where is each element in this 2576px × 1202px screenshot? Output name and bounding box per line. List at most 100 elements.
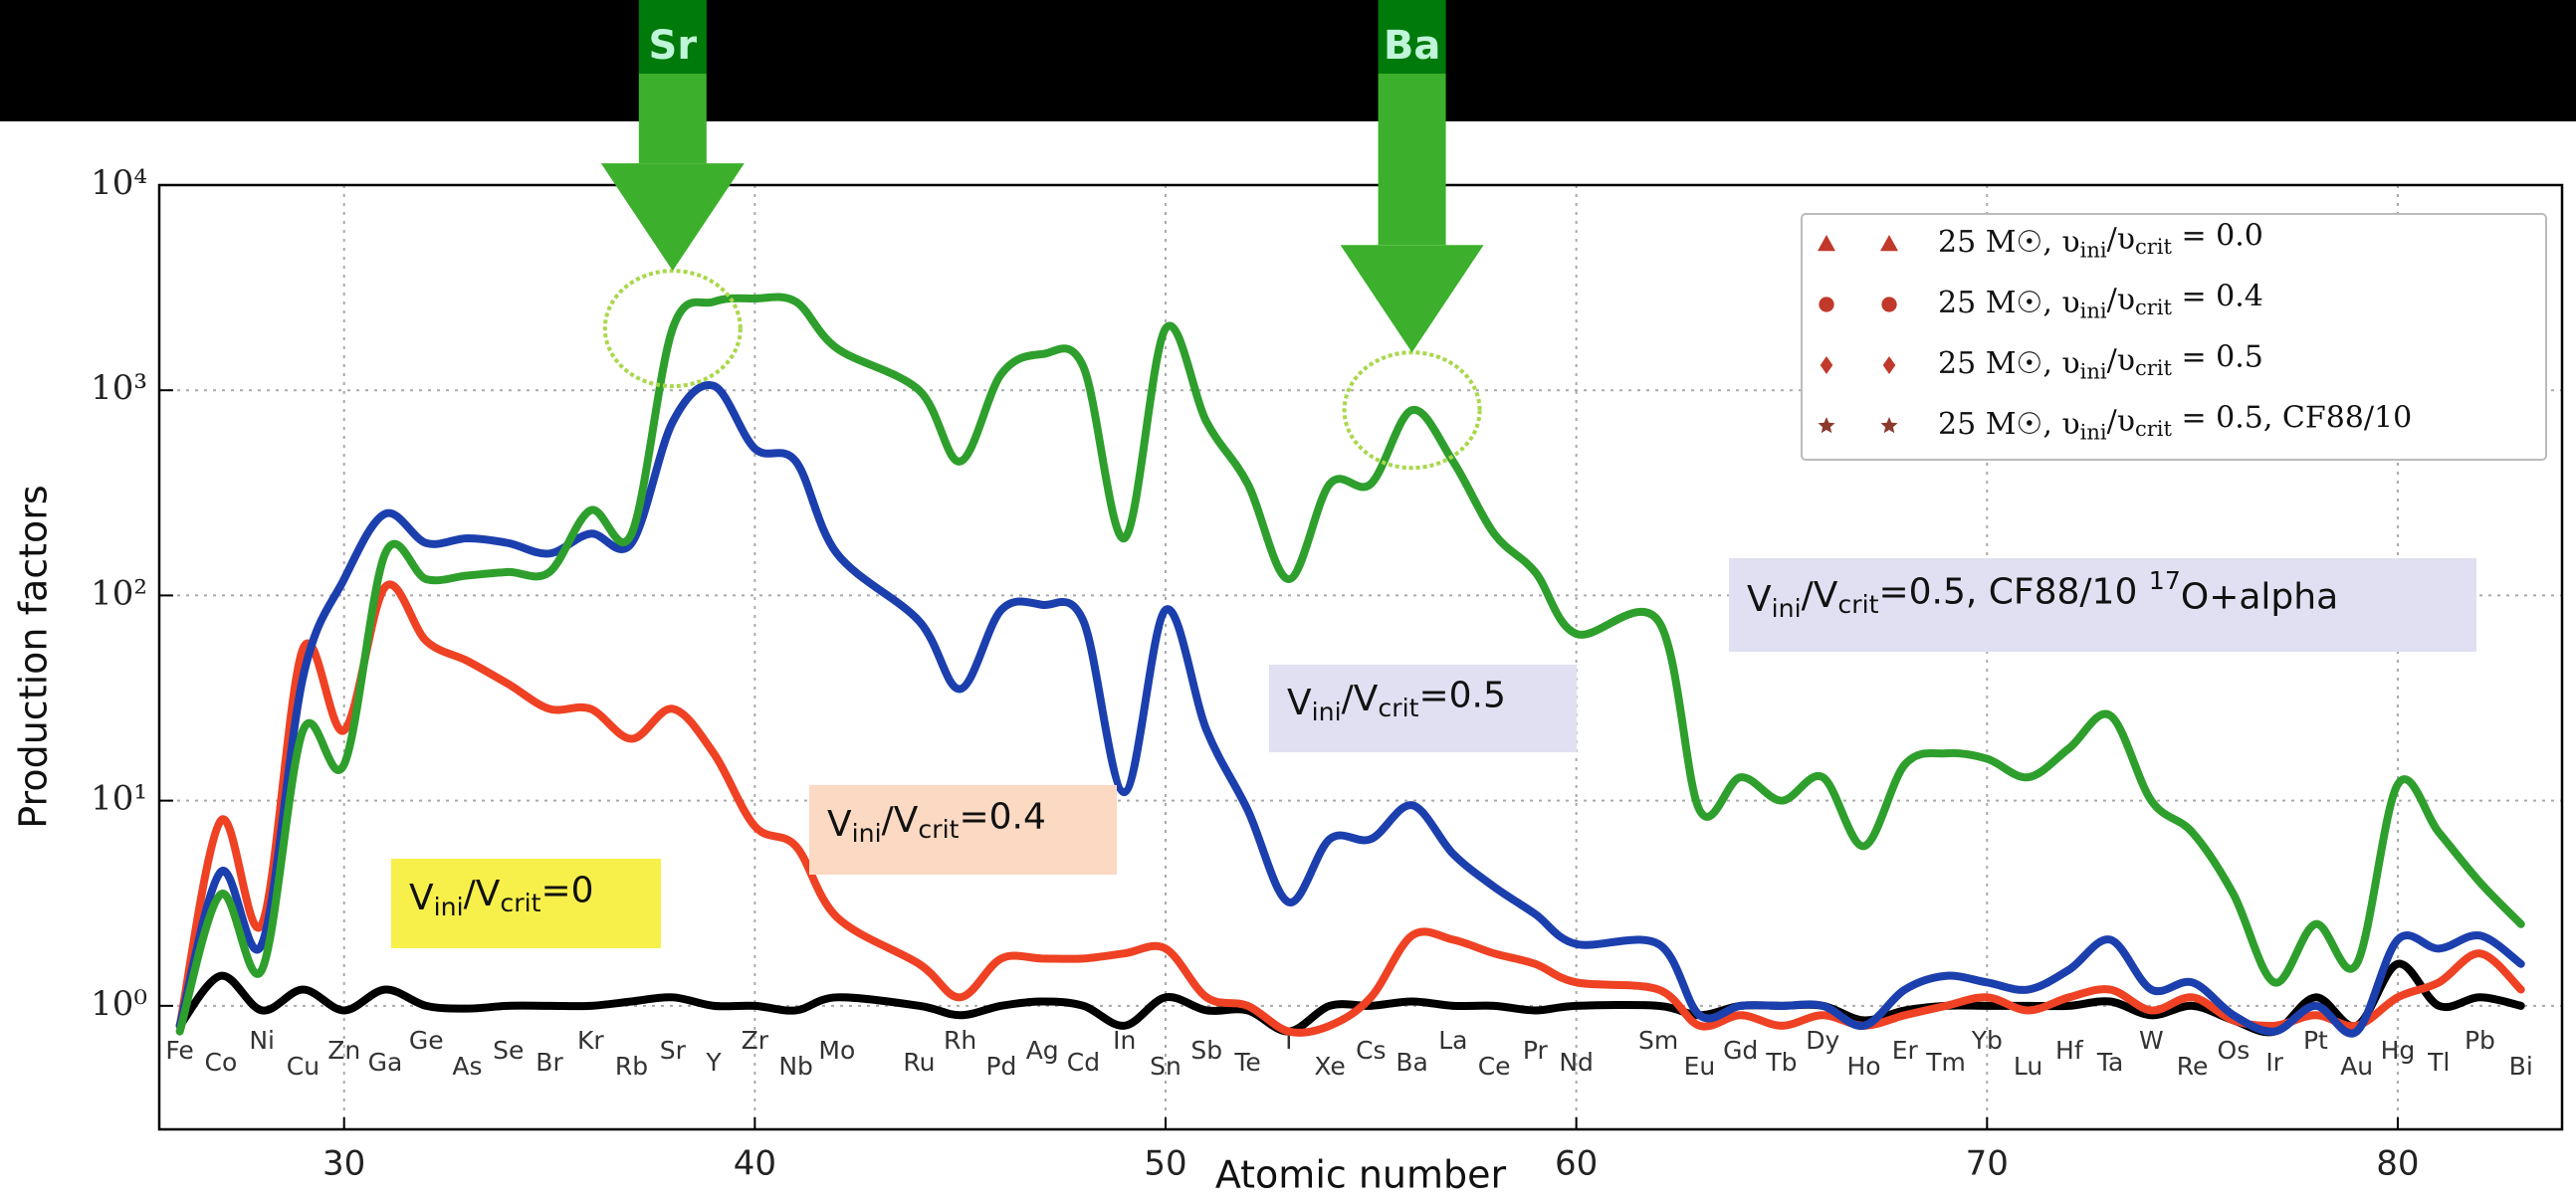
legend-marker bbox=[1882, 356, 1896, 374]
legend-label: 25 M☉, υini/υcrit = 0.5, CF88/10 bbox=[1938, 401, 2412, 444]
element-label: W bbox=[2139, 1026, 2164, 1055]
annotation-text: Vini/Vcrit=0.5, CF88/10 17O+alpha bbox=[1747, 566, 2338, 623]
element-label: Rh bbox=[944, 1026, 976, 1055]
element-label: Fe bbox=[165, 1036, 193, 1065]
x-tick-label: 50 bbox=[1144, 1144, 1186, 1184]
legend-label: 25 M☉, υini/υcrit = 0.5 bbox=[1938, 340, 2263, 383]
element-label: Yb bbox=[1971, 1026, 2003, 1055]
annotation-text: Vini/Vcrit=0 bbox=[409, 870, 594, 920]
element-label: Ni bbox=[249, 1026, 275, 1055]
y-tick-label: 10⁴ bbox=[91, 163, 147, 203]
element-label: Sr bbox=[660, 1036, 687, 1065]
arrow-shaft bbox=[638, 74, 707, 164]
annotation-text: Vini/Vcrit=0.4 bbox=[827, 796, 1046, 847]
element-label: Zr bbox=[742, 1026, 769, 1055]
element-label: Ba bbox=[1395, 1048, 1427, 1077]
element-label: La bbox=[1438, 1026, 1467, 1055]
annotation-text: Vini/Vcrit=0.5 bbox=[1287, 675, 1506, 725]
element-label: Se bbox=[493, 1036, 524, 1065]
element-label: Sm bbox=[1638, 1026, 1678, 1055]
element-label: In bbox=[1113, 1026, 1136, 1055]
element-label: Au bbox=[2340, 1052, 2373, 1081]
element-label: Os bbox=[2218, 1036, 2251, 1065]
y-tick-label: 10⁰ bbox=[91, 984, 147, 1024]
element-label: Sb bbox=[1190, 1036, 1222, 1065]
element-label: Zn bbox=[327, 1036, 360, 1065]
element-label: Dy bbox=[1806, 1026, 1839, 1055]
element-label: Ta bbox=[2096, 1048, 2123, 1077]
element-label: Hg bbox=[2381, 1036, 2416, 1065]
y-tick-label: 10¹ bbox=[91, 779, 147, 819]
annotation-box bbox=[391, 859, 661, 948]
element-label: Re bbox=[2177, 1052, 2209, 1081]
element-label: Tb bbox=[1765, 1048, 1797, 1077]
plot-frame bbox=[157, 183, 2564, 1131]
x-tick-label: 70 bbox=[1966, 1144, 2009, 1184]
element-label: Ge bbox=[409, 1026, 444, 1055]
element-label: Nd bbox=[1559, 1048, 1594, 1077]
element-label: Te bbox=[1233, 1048, 1260, 1077]
legend-marker bbox=[1818, 417, 1835, 434]
x-axis-label: Atomic number bbox=[1215, 1153, 1507, 1197]
element-label: Er bbox=[1892, 1036, 1919, 1065]
element-label: Cu bbox=[287, 1052, 320, 1081]
element-label: Co bbox=[205, 1048, 238, 1077]
element-label: Y bbox=[705, 1048, 722, 1077]
x-tick-label: 40 bbox=[734, 1144, 776, 1184]
annotation-box bbox=[1269, 665, 1577, 752]
series-line bbox=[175, 293, 2525, 1036]
arrow-label-box bbox=[1378, 0, 1446, 74]
x-tick-label: 80 bbox=[2376, 1144, 2419, 1184]
element-label: Sn bbox=[1150, 1052, 1181, 1081]
element-label: Gd bbox=[1723, 1036, 1758, 1065]
element-label: Ga bbox=[368, 1048, 403, 1077]
y-axis-label: Production factors bbox=[12, 485, 56, 828]
element-label: Pb bbox=[2465, 1026, 2495, 1055]
element-label: Lu bbox=[2014, 1052, 2042, 1081]
element-label: Cd bbox=[1067, 1048, 1100, 1077]
element-label: Rb bbox=[615, 1052, 648, 1081]
element-label: Nb bbox=[778, 1052, 813, 1081]
element-label: Kr bbox=[577, 1026, 604, 1055]
element-label: Ho bbox=[1846, 1052, 1880, 1081]
element-label: Pt bbox=[2303, 1026, 2328, 1055]
series-line bbox=[175, 381, 2525, 1038]
series-line bbox=[175, 580, 2525, 1037]
y-tick-label: 10³ bbox=[91, 368, 147, 408]
arrow-label: Sr bbox=[649, 23, 698, 69]
legend-marker bbox=[1818, 235, 1835, 252]
element-label: As bbox=[452, 1052, 482, 1081]
element-label: I bbox=[1285, 1026, 1292, 1055]
legend-marker bbox=[1880, 235, 1898, 252]
header-bar bbox=[0, 0, 2576, 121]
arrow-label-box bbox=[638, 0, 707, 74]
arrow-head bbox=[1340, 245, 1484, 353]
legend-label: 25 M☉, υini/υcrit = 0.4 bbox=[1938, 280, 2263, 322]
arrow-shaft bbox=[1378, 74, 1446, 246]
legend-marker bbox=[1819, 297, 1834, 312]
element-label: Hf bbox=[2055, 1036, 2084, 1065]
element-label: Cs bbox=[1356, 1036, 1386, 1065]
element-label: Xe bbox=[1314, 1052, 1345, 1081]
legend-marker bbox=[1880, 417, 1898, 434]
legend-label: 25 M☉, υini/υcrit = 0.0 bbox=[1938, 219, 2263, 262]
annotation-box bbox=[809, 785, 1117, 875]
arrow-label: Ba bbox=[1384, 23, 1440, 69]
y-tick-label: 10² bbox=[91, 573, 147, 613]
element-label: Ag bbox=[1026, 1036, 1059, 1065]
element-label: Tl bbox=[2427, 1048, 2450, 1077]
element-label: Mo bbox=[818, 1036, 855, 1065]
element-label: Ir bbox=[2265, 1048, 2283, 1077]
element-label: Pd bbox=[985, 1052, 1016, 1081]
series-line bbox=[175, 959, 2525, 1037]
x-tick-label: 30 bbox=[322, 1144, 365, 1184]
element-label: Ru bbox=[903, 1048, 935, 1077]
element-label: Tm bbox=[1925, 1048, 1966, 1077]
legend-box bbox=[1801, 213, 2547, 461]
x-tick-label: 60 bbox=[1555, 1144, 1598, 1184]
element-label: Pr bbox=[1523, 1036, 1549, 1065]
element-label: Ce bbox=[1478, 1052, 1511, 1081]
arrow-head bbox=[600, 163, 745, 272]
element-label: Br bbox=[536, 1048, 563, 1077]
